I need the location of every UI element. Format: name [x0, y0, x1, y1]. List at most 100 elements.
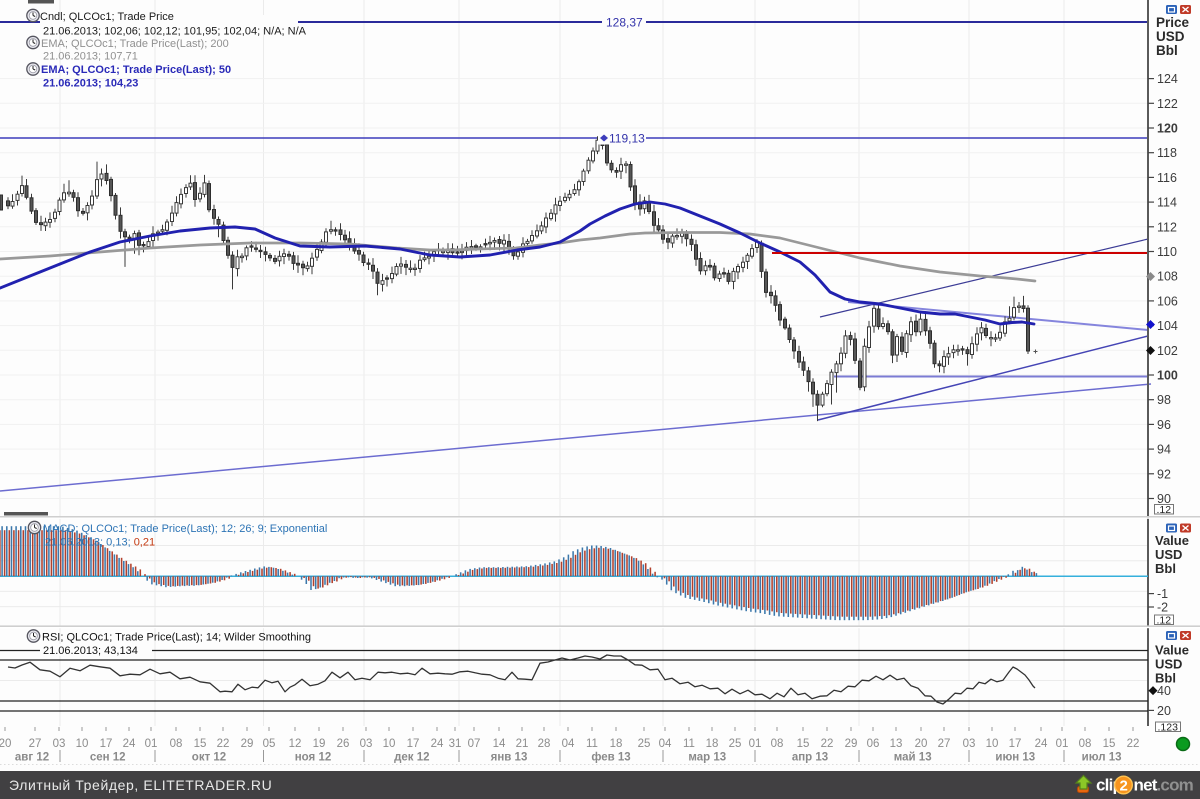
svg-text:128,37: 128,37 [606, 16, 643, 30]
svg-text:112: 112 [1157, 220, 1177, 234]
svg-text:15: 15 [1103, 738, 1116, 750]
svg-text:-2: -2 [1157, 600, 1168, 614]
svg-text:22: 22 [821, 738, 834, 750]
svg-text:окт 12: окт 12 [192, 752, 226, 764]
svg-text:17: 17 [1009, 738, 1022, 750]
svg-text:15: 15 [797, 738, 810, 750]
svg-text:24: 24 [123, 738, 136, 750]
svg-text:12: 12 [289, 738, 302, 750]
svg-text:11: 11 [683, 738, 695, 750]
svg-text:net: net [1134, 776, 1158, 795]
svg-text:.123: .123 [1158, 722, 1179, 734]
svg-text:Bbl: Bbl [1156, 43, 1178, 58]
svg-text:40: 40 [1157, 684, 1171, 698]
svg-text:120: 120 [1157, 122, 1178, 136]
svg-text:27: 27 [29, 738, 42, 750]
svg-text:июн 13: июн 13 [995, 752, 1035, 764]
svg-text:17: 17 [100, 738, 113, 750]
svg-text:14: 14 [493, 738, 506, 750]
svg-text:USD: USD [1155, 547, 1182, 562]
svg-text:.com: .com [1157, 776, 1194, 795]
svg-text:21.06.2013; 43,134: 21.06.2013; 43,134 [43, 645, 138, 657]
svg-text:108: 108 [1157, 270, 1178, 284]
svg-text:сен 12: сен 12 [90, 752, 126, 764]
svg-text:26: 26 [337, 738, 350, 750]
svg-text:-1: -1 [1157, 587, 1168, 601]
svg-text:EMA; QLCOc1; Trade Price(Last): EMA; QLCOc1; Trade Price(Last); 50 [41, 64, 231, 76]
svg-text:110: 110 [1157, 245, 1177, 259]
svg-text:MACD; QLCOc1; Trade Price(Last: MACD; QLCOc1; Trade Price(Last); 12; 26;… [43, 523, 327, 535]
svg-text:31: 31 [449, 738, 462, 750]
svg-text:21.06.2013; 104,23: 21.06.2013; 104,23 [43, 77, 138, 89]
svg-text:08: 08 [771, 738, 784, 750]
svg-text:06: 06 [867, 738, 880, 750]
svg-text:мар 13: мар 13 [688, 752, 726, 764]
svg-text:25: 25 [638, 738, 651, 750]
svg-text:03: 03 [963, 738, 976, 750]
svg-text:.12: .12 [1157, 504, 1172, 516]
svg-text:Value: Value [1155, 643, 1189, 658]
svg-text:11: 11 [586, 738, 598, 750]
svg-text:22: 22 [1127, 738, 1140, 750]
svg-text:USD: USD [1155, 657, 1182, 672]
svg-text:Cndl; QLCOc1; Trade Price: Cndl; QLCOc1; Trade Price [40, 11, 174, 23]
svg-text:104: 104 [1157, 319, 1178, 333]
svg-text:124: 124 [1157, 72, 1178, 86]
svg-text:19: 19 [313, 738, 326, 750]
svg-text:20: 20 [915, 738, 928, 750]
svg-text:24: 24 [1035, 738, 1048, 750]
svg-text:Bbl: Bbl [1155, 671, 1176, 686]
svg-text:22: 22 [217, 738, 230, 750]
svg-text:авг 12: авг 12 [15, 752, 49, 764]
svg-text:106: 106 [1157, 294, 1178, 308]
svg-text:100: 100 [1157, 369, 1178, 383]
svg-text:118: 118 [1157, 146, 1177, 160]
svg-text:90: 90 [1157, 492, 1171, 506]
svg-text:май 13: май 13 [894, 752, 932, 764]
svg-text:дек 12: дек 12 [394, 752, 429, 764]
svg-text:03: 03 [53, 738, 66, 750]
svg-text:119,13: 119,13 [609, 132, 645, 146]
svg-text:10: 10 [986, 738, 999, 750]
svg-text:21.06.2013; 102,06; 102,12; 10: 21.06.2013; 102,06; 102,12; 101,95; 102,… [43, 25, 307, 37]
svg-text:янв 13: янв 13 [491, 752, 528, 764]
svg-text:96: 96 [1157, 418, 1171, 432]
svg-text:Value: Value [1155, 533, 1189, 548]
svg-text:15: 15 [194, 738, 207, 750]
svg-text:07: 07 [468, 738, 481, 750]
svg-text:ноя 12: ноя 12 [295, 752, 332, 764]
svg-text:USD: USD [1156, 29, 1185, 44]
svg-text:05: 05 [263, 738, 276, 750]
svg-text:24: 24 [431, 738, 444, 750]
svg-text:01: 01 [145, 738, 158, 750]
svg-text:102: 102 [1157, 344, 1178, 358]
svg-text:2: 2 [1120, 777, 1128, 794]
svg-text:18: 18 [610, 738, 623, 750]
svg-text:29: 29 [241, 738, 254, 750]
svg-text:21.06.2013; 107,71: 21.06.2013; 107,71 [43, 51, 138, 63]
svg-text:10: 10 [76, 738, 89, 750]
svg-text:25: 25 [729, 738, 742, 750]
svg-text:июл 13: июл 13 [1082, 752, 1122, 764]
svg-text:92: 92 [1157, 467, 1171, 481]
svg-text:20: 20 [1157, 704, 1171, 718]
svg-text:20: 20 [0, 738, 11, 750]
svg-text:114: 114 [1157, 196, 1177, 210]
svg-text:28: 28 [538, 738, 551, 750]
svg-text:.12: .12 [1157, 615, 1172, 627]
svg-text:08: 08 [170, 738, 183, 750]
svg-text:RSI; QLCOc1; Trade Price(Last): RSI; QLCOc1; Trade Price(Last); 14; Wild… [42, 632, 311, 644]
svg-text:18: 18 [706, 738, 719, 750]
svg-text:27: 27 [938, 738, 951, 750]
svg-text:21.06.2013; 0,13; 0,21: 21.06.2013; 0,13; 0,21 [45, 537, 155, 549]
svg-text:04: 04 [659, 738, 672, 750]
svg-text:01: 01 [749, 738, 762, 750]
svg-text:21: 21 [516, 738, 529, 750]
svg-text:Price: Price [1156, 15, 1190, 30]
svg-text:13: 13 [890, 738, 903, 750]
svg-text:08: 08 [1079, 738, 1092, 750]
svg-text:EMA; QLCOc1; Trade Price(Last): EMA; QLCOc1; Trade Price(Last); 200 [41, 38, 229, 50]
svg-text:94: 94 [1157, 443, 1171, 457]
svg-text:29: 29 [845, 738, 858, 750]
svg-text:122: 122 [1157, 97, 1178, 111]
